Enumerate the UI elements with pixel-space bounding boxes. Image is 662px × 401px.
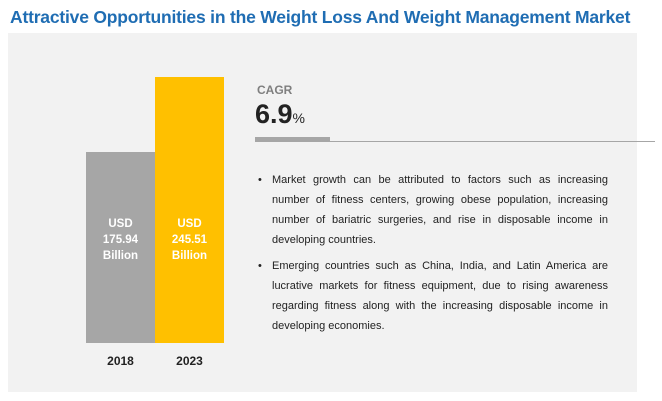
x-tick-label: 2023	[176, 354, 203, 368]
divider-accent	[255, 137, 330, 142]
cagr-number: 6.9	[255, 99, 293, 129]
x-tick-label: 2018	[107, 354, 134, 368]
cagr-unit: %	[292, 110, 305, 126]
cagr-value: 6.9%	[255, 99, 305, 130]
bar	[86, 152, 155, 343]
bar-value-label: USD 245.51 Billion	[171, 218, 208, 262]
bullet-item: Market growth can be attributed to facto…	[258, 170, 608, 250]
cagr-label: CAGR	[257, 83, 293, 97]
bullet-item: Emerging countries such as China, India,…	[258, 256, 608, 336]
divider-line	[330, 141, 655, 142]
bar	[155, 77, 224, 343]
bullet-list: Market growth can be attributed to facto…	[258, 170, 608, 342]
bar-value-label: USD 175.94 Billion	[102, 218, 139, 262]
chart-title: Attractive Opportunities in the Weight L…	[10, 7, 631, 27]
